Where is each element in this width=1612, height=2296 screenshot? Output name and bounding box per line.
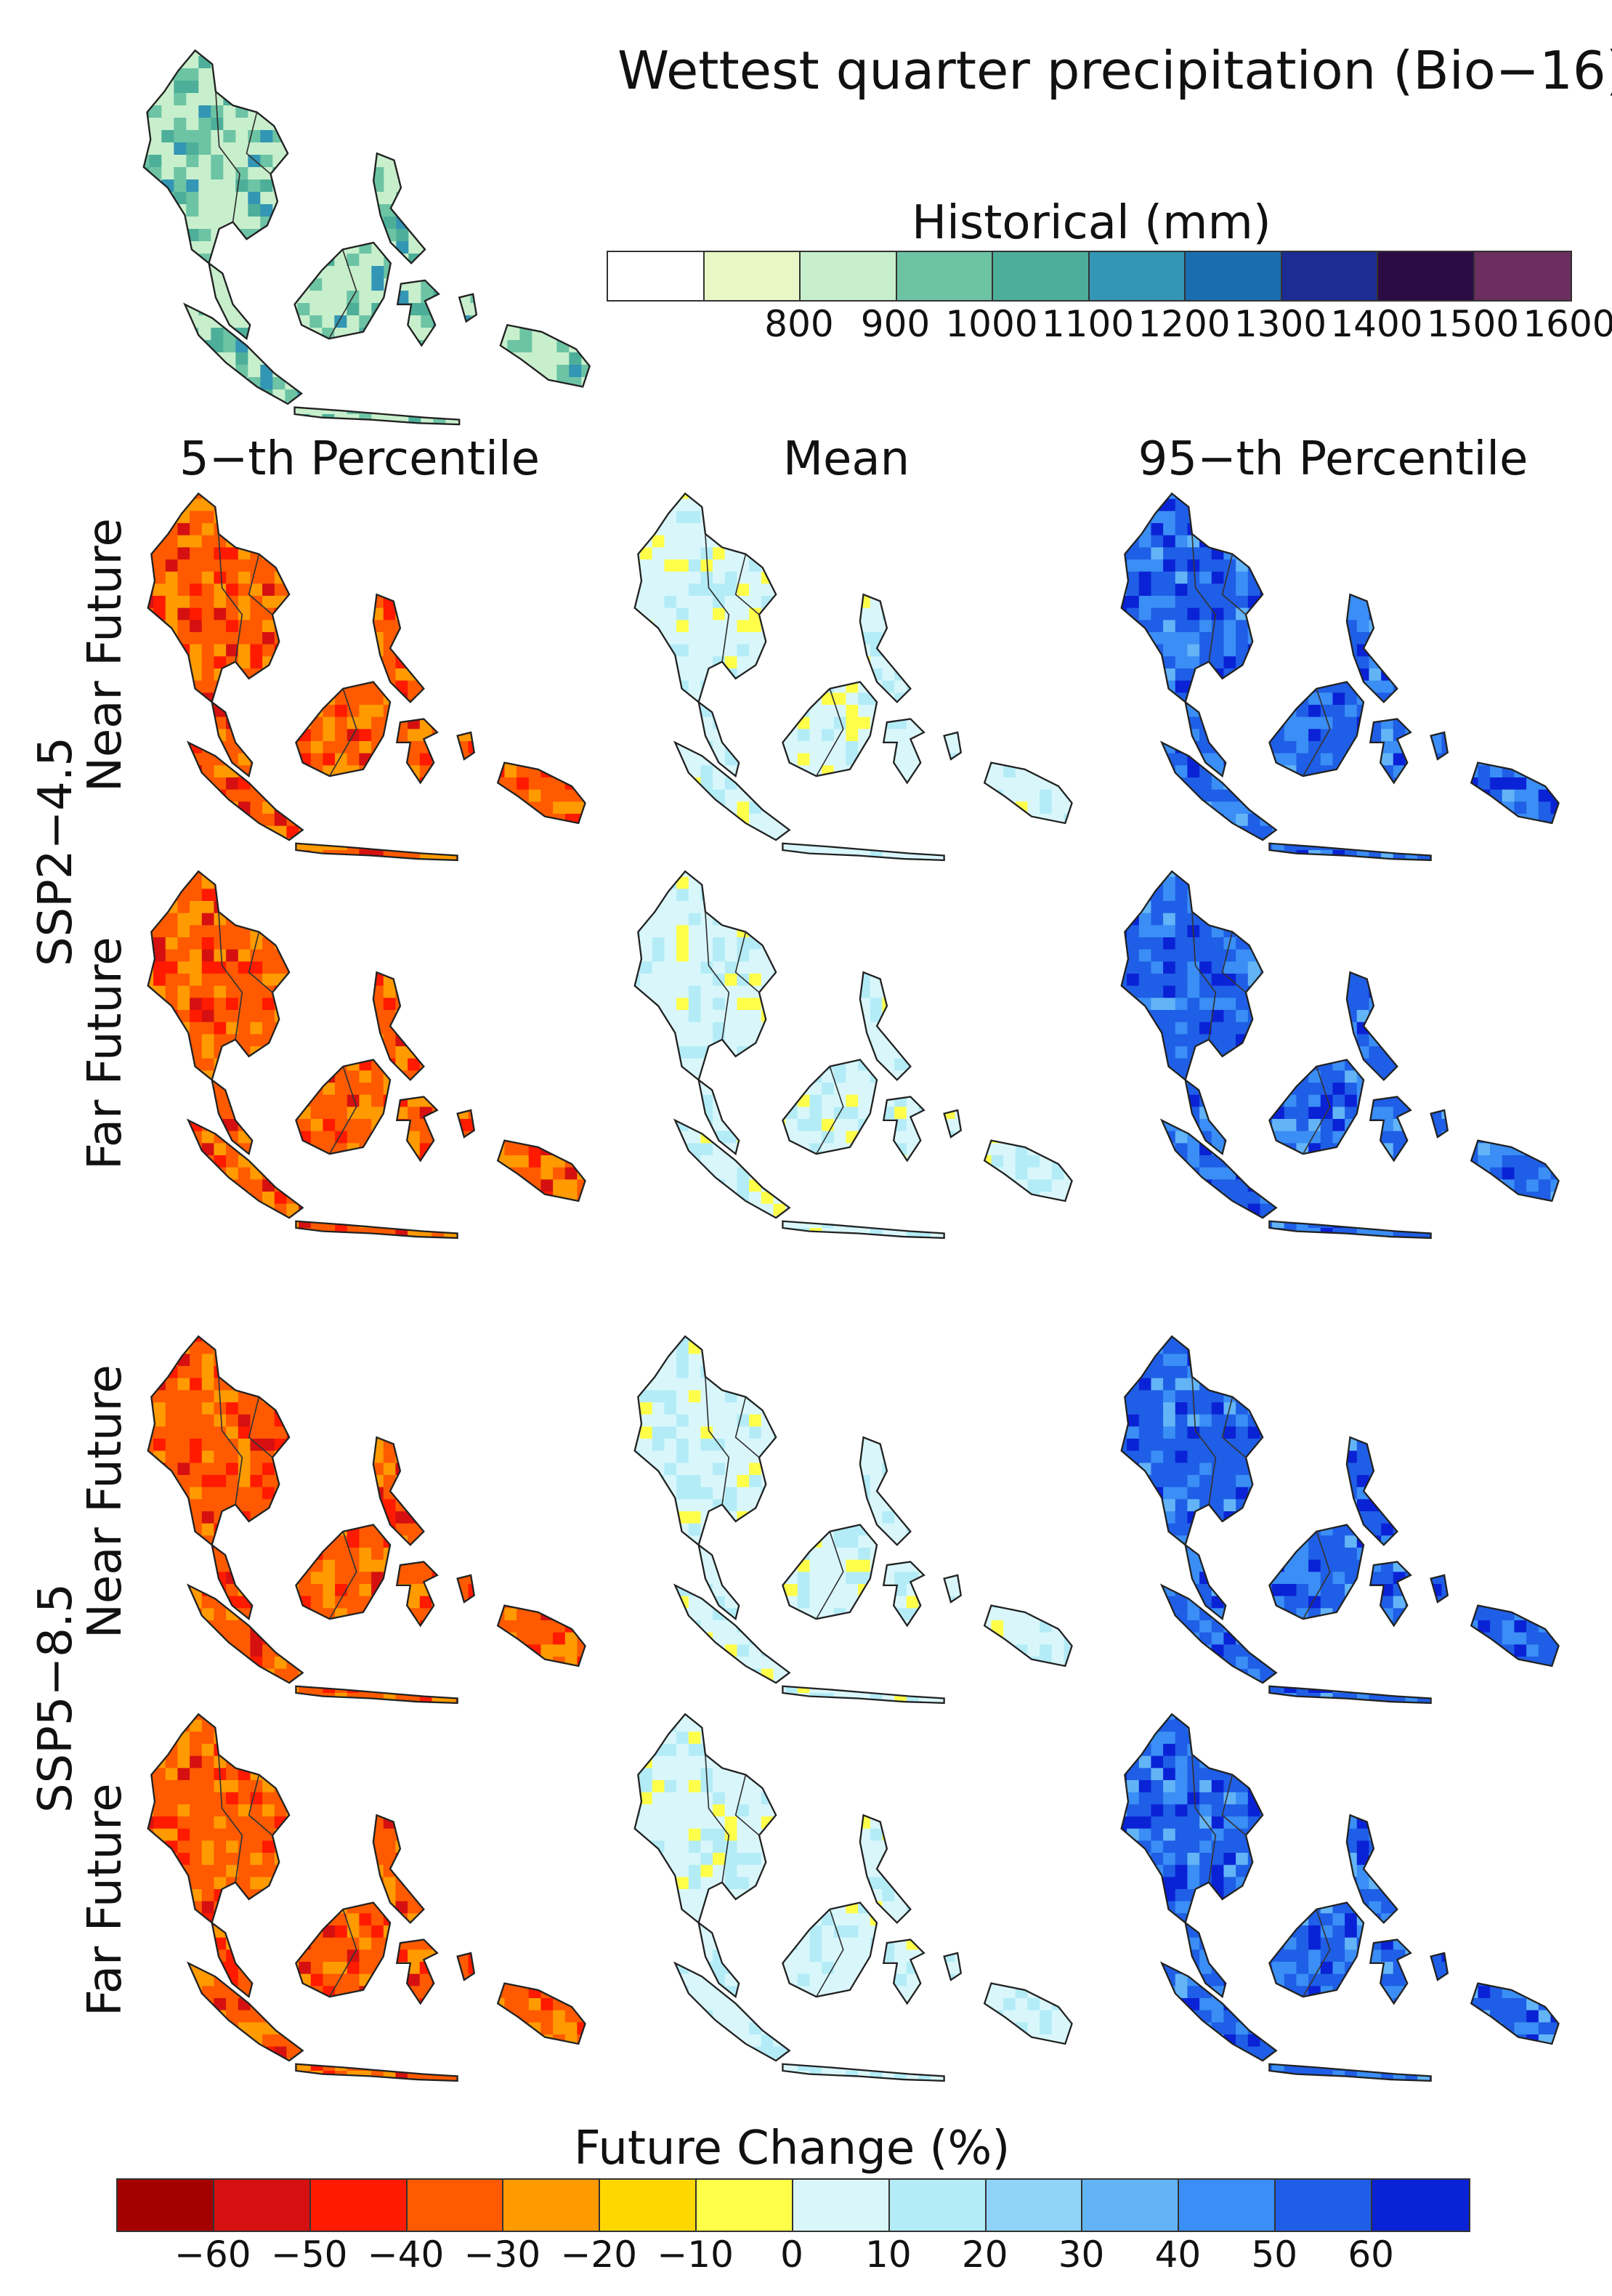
historical-colorbar-swatch: [896, 252, 993, 300]
map-ssp245-far-5th: [147, 870, 586, 1240]
change-colorbar-swatch: [118, 2180, 214, 2231]
historical-colorbar-tick-label: 1500: [1426, 303, 1520, 345]
map-ssp585-near-mean: [633, 1335, 1073, 1705]
figure-title: Wettest quarter precipitation (Bio−16): [617, 40, 1612, 101]
map-ssp585-far-mean: [633, 1713, 1073, 2082]
change-colorbar-tick-label: −50: [270, 2234, 348, 2276]
historical-legend-title: Historical (mm): [912, 196, 1271, 250]
change-colorbar-swatch: [1082, 2180, 1180, 2231]
historical-colorbar-tick-label: 1200: [1138, 303, 1231, 345]
historical-colorbar-tick-label: 800: [764, 303, 834, 345]
change-legend-title: Future Change (%): [574, 2122, 1010, 2175]
map-ssp245-near-5th: [147, 492, 586, 862]
historical-colorbar-swatch: [1089, 252, 1186, 300]
historical-colorbar-swatch: [801, 252, 897, 300]
change-colorbar-tick-label: −20: [560, 2234, 638, 2276]
change-colorbar-swatch: [889, 2180, 987, 2231]
map-ssp585-near-5th: [147, 1335, 586, 1705]
historical-colorbar-swatch: [1281, 252, 1378, 300]
change-colorbar-tick-label: −40: [367, 2234, 445, 2276]
map-ssp245-near-95th: [1120, 492, 1560, 862]
change-colorbar-tick-label: 50: [1251, 2234, 1298, 2276]
historical-colorbar-tick-label: 1300: [1234, 303, 1327, 345]
map-ssp585-far-95th: [1120, 1713, 1560, 2082]
change-colorbar-swatch: [503, 2180, 601, 2231]
change-colorbar-tick-label: 0: [780, 2234, 803, 2276]
historical-colorbar-swatch: [704, 252, 801, 300]
change-colorbar-tick-label: −30: [463, 2234, 541, 2276]
change-colorbar-tick-label: 60: [1348, 2234, 1394, 2276]
change-colorbar-swatch: [407, 2180, 504, 2231]
change-colorbar-tick-label: −60: [174, 2234, 251, 2276]
change-colorbar-tick-label: 40: [1154, 2234, 1202, 2276]
change-colorbar-tick-label: 20: [961, 2234, 1008, 2276]
historical-colorbar-tick-label: 1600: [1523, 303, 1612, 345]
historical-colorbar-tick-label: 1000: [945, 303, 1038, 345]
map-historical: [142, 49, 591, 426]
map-ssp585-near-95th: [1120, 1335, 1560, 1705]
historical-colorbar: [607, 251, 1572, 302]
change-colorbar-swatch: [310, 2180, 408, 2231]
historical-colorbar-swatch: [993, 252, 1090, 300]
map-ssp245-near-mean: [633, 492, 1073, 862]
scenario-label-ssp245: SSP2−4.5: [29, 737, 83, 966]
scenario-label-ssp585: SSP5−8.5: [29, 1583, 83, 1813]
historical-colorbar-swatch: [608, 252, 705, 300]
change-colorbar-swatch: [986, 2180, 1083, 2231]
change-colorbar-swatch: [214, 2180, 311, 2231]
historical-colorbar-tick-label: 900: [860, 303, 931, 345]
column-header-mean: Mean: [782, 432, 910, 486]
column-header-95th-percentile: 95−th Percentile: [1138, 432, 1528, 486]
change-colorbar-tick-label: −10: [657, 2234, 734, 2276]
change-colorbar-swatch: [1372, 2180, 1469, 2231]
historical-colorbar-swatch: [1186, 252, 1282, 300]
map-ssp585-far-5th: [147, 1713, 586, 2082]
change-colorbar-tick-label: 10: [865, 2234, 912, 2276]
change-colorbar-swatch: [1179, 2180, 1276, 2231]
historical-colorbar-tick-label: 1100: [1041, 303, 1135, 345]
change-colorbar-tick-label: 30: [1058, 2234, 1105, 2276]
historical-colorbar-tick-label: 1400: [1330, 303, 1423, 345]
change-colorbar-swatch: [793, 2180, 890, 2231]
historical-colorbar-swatch: [1378, 252, 1475, 300]
column-header-5th-percentile: 5−th Percentile: [179, 432, 540, 486]
change-colorbar: [116, 2178, 1470, 2232]
map-ssp245-far-mean: [633, 870, 1073, 1240]
historical-colorbar-swatch: [1474, 252, 1571, 300]
map-ssp245-far-95th: [1120, 870, 1560, 1240]
change-colorbar-swatch: [600, 2180, 697, 2231]
change-colorbar-swatch: [1276, 2180, 1372, 2231]
change-colorbar-swatch: [697, 2180, 793, 2231]
